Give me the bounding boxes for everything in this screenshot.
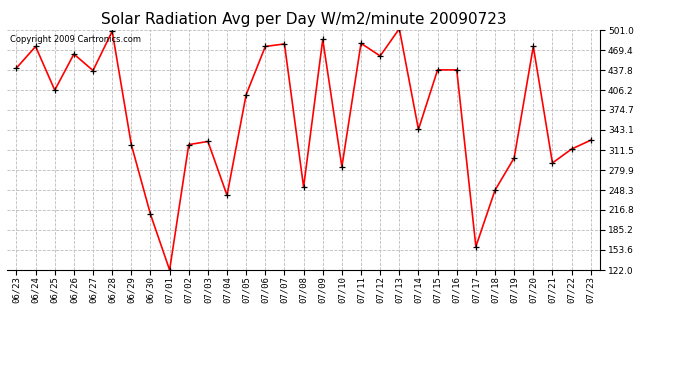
Text: Copyright 2009 Cartronics.com: Copyright 2009 Cartronics.com	[10, 35, 141, 44]
Title: Solar Radiation Avg per Day W/m2/minute 20090723: Solar Radiation Avg per Day W/m2/minute …	[101, 12, 506, 27]
